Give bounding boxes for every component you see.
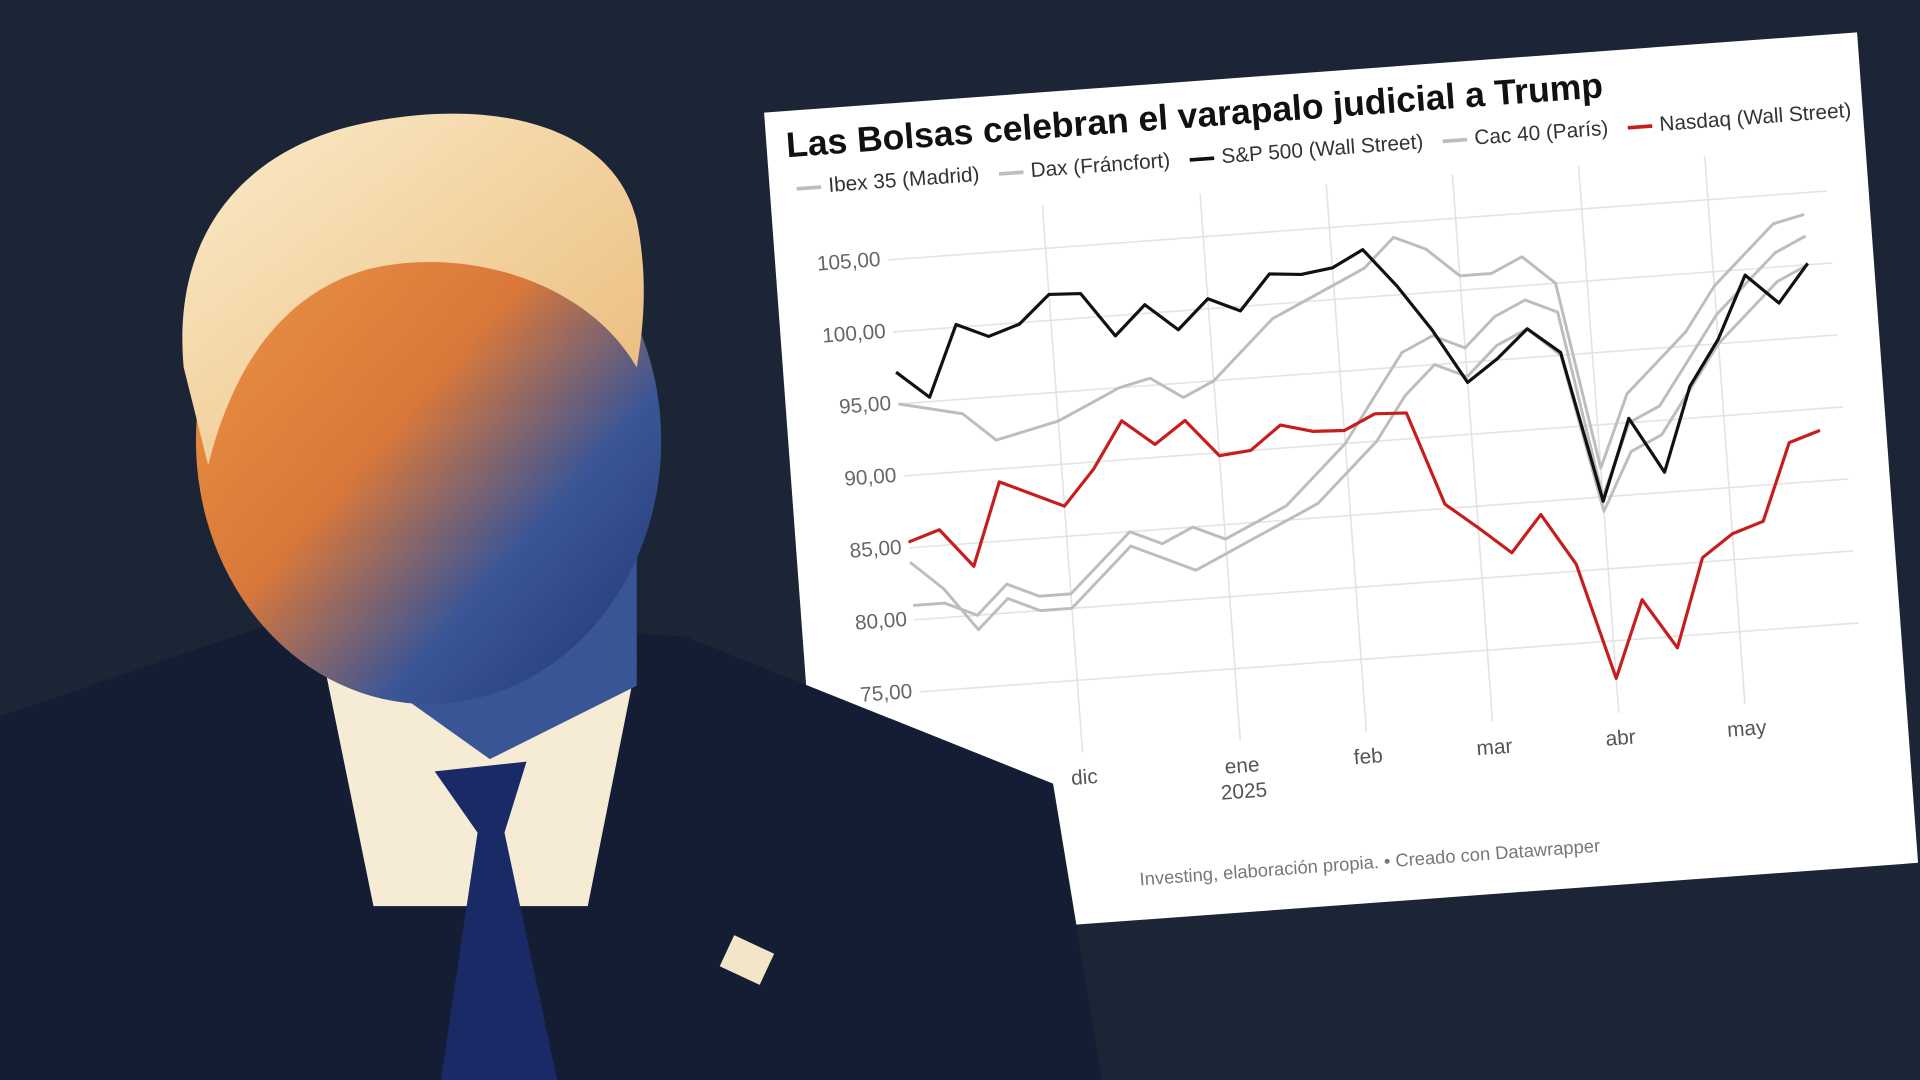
y-tick-label: 90,00: [844, 464, 898, 491]
y-tick-label: 100,00: [821, 320, 886, 348]
series-line: [907, 411, 1821, 680]
y-tick-label: 105,00: [816, 248, 881, 276]
x-tick-label-box: ene 2025: [1220, 752, 1268, 805]
grid-line: [1199, 193, 1242, 741]
grid-line: [898, 334, 1838, 405]
y-tick-label: 80,00: [854, 608, 908, 635]
legend-swatch: [1189, 156, 1215, 162]
grid-line: [1325, 184, 1368, 732]
x-tick-label-box: abr: [1605, 725, 1637, 750]
grid-line: [919, 622, 1859, 693]
legend-swatch: [1627, 124, 1653, 130]
legend-swatch: [796, 185, 822, 191]
series-line: [895, 248, 1810, 503]
grid-line: [887, 190, 1828, 261]
grid-line: [1577, 165, 1620, 713]
y-tick-label: 95,00: [838, 392, 892, 419]
y-tick-label: 75,00: [859, 680, 913, 707]
grid-line: [893, 262, 1833, 333]
series-line: [898, 213, 1805, 470]
face: [195, 177, 662, 705]
y-tick-label: 85,00: [849, 536, 903, 563]
x-tick-label: ene 2025: [1220, 752, 1268, 805]
x-tick-label-box: mar: [1476, 734, 1513, 760]
grid-line: [908, 478, 1849, 549]
tie: [434, 761, 558, 1080]
legend-swatch: [998, 170, 1024, 176]
hair: [182, 113, 644, 466]
grid-line: [1451, 175, 1494, 723]
x-tick-label-box: feb: [1353, 744, 1384, 769]
flag-pin: [719, 935, 775, 985]
series-line: [909, 263, 1809, 632]
person-illustration: [0, 113, 1103, 1080]
card-background: [764, 32, 1919, 944]
grid-line: [1703, 156, 1746, 704]
chart-card: Las Bolsas celebran el varapalo judicial…: [764, 32, 1919, 944]
grid-line: [903, 406, 1843, 477]
x-tick-label-box: may: [1726, 716, 1767, 742]
legend-swatch: [1442, 137, 1468, 144]
